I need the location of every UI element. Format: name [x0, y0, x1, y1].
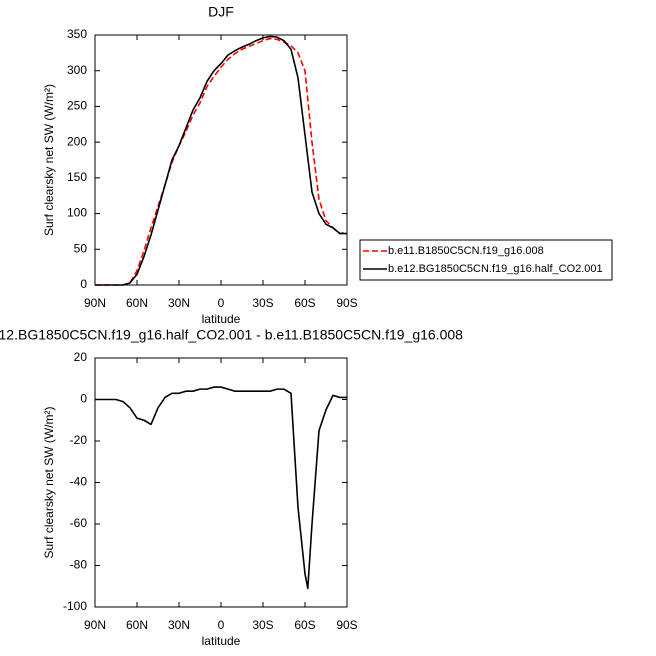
y-tick-label: -60: [70, 516, 88, 530]
x-tick-label: 60S: [294, 618, 315, 632]
x-tick-label: 30N: [168, 296, 190, 310]
x-tick-label: 30N: [168, 618, 190, 632]
y-tick-label: 250: [67, 99, 87, 113]
x-tick-label: 90N: [84, 296, 106, 310]
y-tick-label: -80: [70, 558, 88, 572]
plot-frame: [94, 357, 348, 608]
chart-title: DJF: [208, 4, 234, 20]
y-tick-label: 350: [67, 27, 87, 41]
y-tick-label: -20: [70, 433, 88, 447]
data-line: [95, 35, 347, 286]
y-axis-label: Surf clearsky net SW (W/m²): [42, 84, 56, 236]
plot-frame: [94, 34, 348, 286]
x-tick-label: 0: [218, 296, 225, 310]
y-tick-label: 100: [67, 206, 87, 220]
x-tick-label: 90S: [336, 618, 357, 632]
x-tick-label: 60N: [126, 618, 148, 632]
y-tick-label: 200: [67, 134, 87, 148]
data-line: [95, 386, 347, 590]
y-tick-label: -100: [63, 599, 87, 613]
legend-box: [359, 239, 613, 281]
y-axis-label: Surf clearsky net SW (W/m²): [42, 406, 56, 558]
y-tick-label: 20: [74, 350, 88, 364]
chart-title: b.e12.BG1850C5CN.f19_g16.half_CO2.001 - …: [0, 327, 463, 343]
x-axis-label: latitude: [202, 312, 241, 326]
data-line: [95, 37, 348, 286]
x-tick-label: 90S: [336, 296, 357, 310]
x-tick-label: 60N: [126, 296, 148, 310]
y-tick-label: 300: [67, 63, 87, 77]
x-tick-label: 30S: [252, 618, 273, 632]
y-tick-label: 50: [74, 241, 88, 255]
y-tick-label: -40: [70, 475, 88, 489]
y-tick-label: 0: [80, 392, 87, 406]
x-axis-label: latitude: [202, 634, 241, 648]
x-tick-label: 60S: [294, 296, 315, 310]
x-tick-label: 90N: [84, 618, 106, 632]
y-tick-label: 0: [80, 277, 87, 291]
x-tick-label: 30S: [252, 296, 273, 310]
legend-label: b.e12.BG1850C5CN.f19_g16.half_CO2.001: [388, 263, 603, 275]
legend-label: b.e11.B1850C5CN.f19_g16.008: [388, 245, 544, 257]
y-tick-label: 150: [67, 170, 87, 184]
x-tick-label: 0: [218, 618, 225, 632]
